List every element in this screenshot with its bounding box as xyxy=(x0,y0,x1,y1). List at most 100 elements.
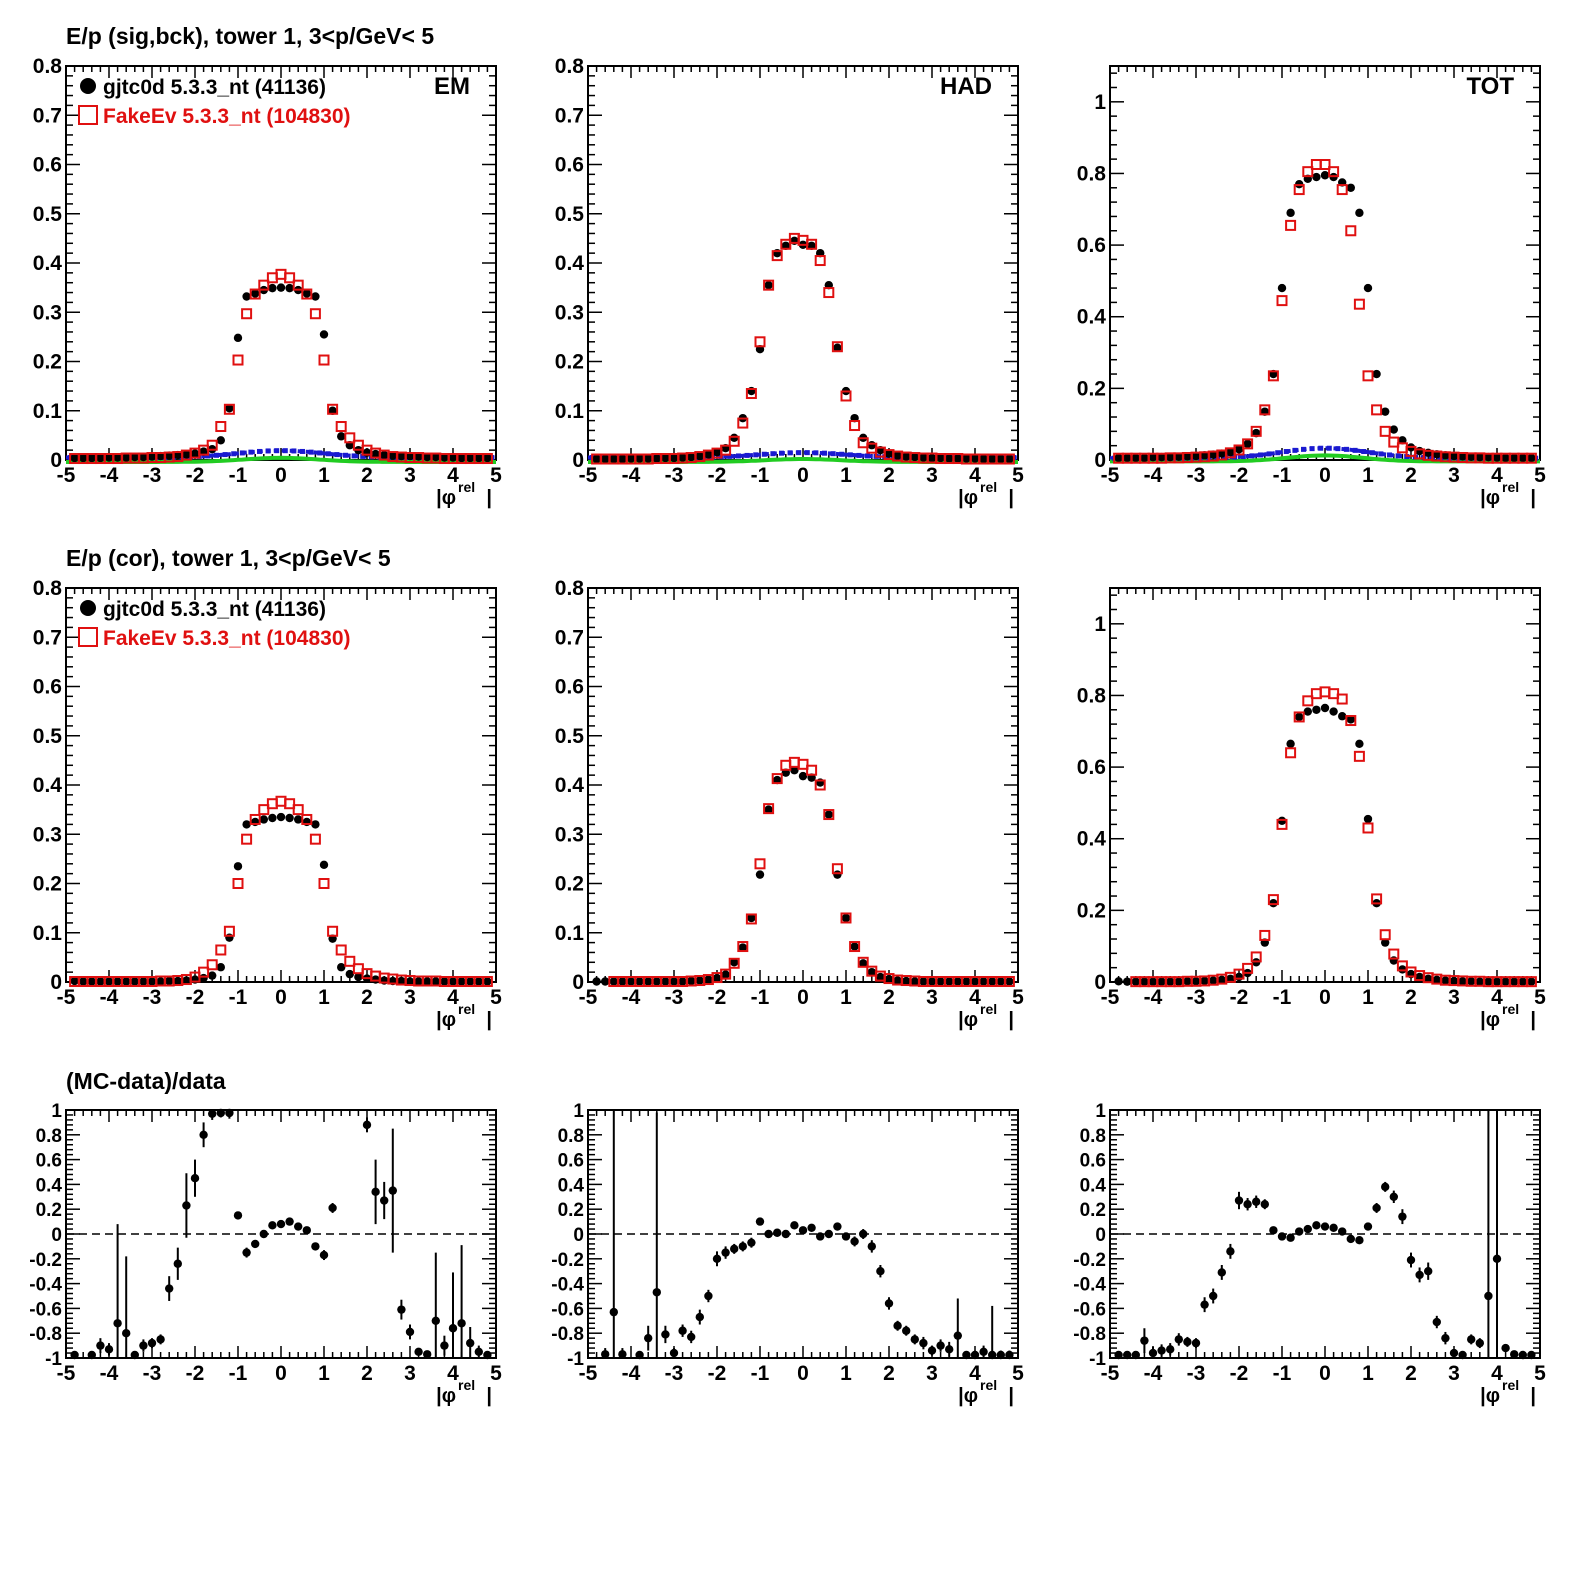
data-point xyxy=(945,977,954,986)
x-tick-label: 1 xyxy=(318,464,330,487)
data-point xyxy=(354,972,363,982)
data-point xyxy=(268,283,277,293)
data-point xyxy=(440,453,449,462)
background-blue-point xyxy=(736,453,741,459)
ratio-point xyxy=(893,1321,902,1330)
data-point xyxy=(936,977,945,986)
y-tick-label: 0.3 xyxy=(555,301,584,324)
ratio-point xyxy=(1355,1236,1364,1245)
x-tick-label: -5 xyxy=(57,1362,76,1385)
background-blue-point xyxy=(214,452,219,458)
x-tick-label: -1 xyxy=(229,464,248,487)
ratio-point xyxy=(807,1223,816,1233)
x-tick-label: 4 xyxy=(447,1362,459,1385)
y-tick-label: 0.3 xyxy=(555,823,584,846)
ratio-point xyxy=(988,1350,997,1360)
data-point xyxy=(1114,977,1123,986)
mc-point xyxy=(215,421,227,433)
ratio-point xyxy=(1303,1224,1313,1234)
ratio-point xyxy=(242,1248,251,1257)
y-tick-label: 0.2 xyxy=(1080,1200,1106,1221)
data-point xyxy=(457,977,466,986)
mc-point xyxy=(806,764,818,776)
x-axis-title-superscript: rel xyxy=(980,1377,997,1393)
data-point xyxy=(712,447,722,457)
data-point xyxy=(910,452,919,462)
y-tick-label: 0.5 xyxy=(33,725,63,748)
data-point xyxy=(431,452,440,462)
data-point xyxy=(1492,453,1502,462)
data-point xyxy=(936,453,945,463)
panel-r1c0: 0 0.1 0.2 0.3 0.4 0.5 0.6 0.7 0.8 -5 -4 -3 -2 -1 0 1 2 3 4… xyxy=(33,577,502,1031)
mc-point xyxy=(1345,225,1357,237)
y-tick-label: 1 xyxy=(51,1101,62,1122)
mc-point xyxy=(1379,425,1391,437)
data-point xyxy=(953,977,962,986)
x-tick-label: 4 xyxy=(969,464,981,487)
data-point xyxy=(1449,451,1459,461)
data-point xyxy=(695,451,704,461)
data-point xyxy=(661,453,670,463)
y-tick-label: 0.3 xyxy=(33,301,62,324)
y-tick-label: 0.4 xyxy=(36,1175,63,1196)
ratio-point xyxy=(457,1319,466,1328)
x-tick-label: 3 xyxy=(404,1362,416,1385)
ratio-point xyxy=(423,1350,432,1359)
mc-point xyxy=(481,976,493,988)
x-axis-title-superscript: rel xyxy=(458,1377,475,1393)
panel-label-had: HAD xyxy=(940,73,992,100)
ratio-point xyxy=(1252,1197,1261,1206)
panel-r2c0: -1 -0.8 -0.6 -0.4 -0.2 0 0.2 0.4 0.6 0.8 1 -5 -4 -3 -2… xyxy=(29,1101,502,1407)
x-tick-label: -1 xyxy=(1273,464,1292,487)
ratio-point xyxy=(1174,1335,1184,1344)
x-axis-title-superscript: rel xyxy=(1502,1377,1519,1393)
ratio-point xyxy=(816,1232,825,1241)
x-axis-title-main: |φ xyxy=(958,487,978,509)
ratio-point xyxy=(609,1307,618,1317)
ratio-point xyxy=(1123,1350,1132,1360)
mc-point xyxy=(1353,750,1365,762)
ratio-point xyxy=(122,1329,131,1338)
data-point xyxy=(147,977,157,986)
x-tick-label: -4 xyxy=(100,464,119,487)
ratio-point xyxy=(601,1350,610,1359)
data-point xyxy=(79,453,88,463)
data-point xyxy=(747,913,756,923)
background-blue-point xyxy=(1258,452,1263,458)
ratio-point xyxy=(466,1338,475,1348)
data-point xyxy=(122,453,131,462)
x-tick-label: 2 xyxy=(1405,1362,1417,1385)
panel-r1c1: 0 0.1 0.2 0.3 0.4 0.5 0.6 0.7 0.8 -5 -4 -3 -2 -1 0 1 2 3 4… xyxy=(555,577,1024,1031)
y-tick-label: 0.2 xyxy=(1077,377,1106,400)
ratio-point xyxy=(833,1222,842,1231)
y-tick-label: 0.3 xyxy=(33,823,62,846)
data-point xyxy=(1415,446,1424,456)
x-tick-label: 3 xyxy=(1448,1362,1460,1385)
data-point xyxy=(1114,453,1123,463)
ratio-point xyxy=(431,1316,440,1326)
data-point xyxy=(216,963,225,972)
mc-point xyxy=(335,944,347,956)
x-tick-label: 3 xyxy=(926,464,938,487)
x-tick-label: -3 xyxy=(1187,1362,1206,1385)
data-point xyxy=(1166,977,1175,986)
mc-point xyxy=(728,957,740,969)
ratio-point xyxy=(1191,1338,1201,1348)
y-tick-label: 0.6 xyxy=(33,676,62,699)
mc-point xyxy=(223,403,235,415)
series-mc xyxy=(69,795,493,988)
ratio-point xyxy=(1148,1348,1158,1358)
data-point xyxy=(139,977,148,986)
data-point xyxy=(1475,452,1485,462)
mc-point xyxy=(763,279,775,291)
data-point xyxy=(1131,977,1141,986)
data-point xyxy=(474,977,483,986)
data-point xyxy=(405,977,415,986)
ratio-point xyxy=(483,1350,492,1360)
ratio-point xyxy=(919,1338,928,1348)
background-blue-point xyxy=(257,448,262,454)
data-point xyxy=(1501,977,1510,986)
y-tick-label: 0.8 xyxy=(36,1126,62,1147)
data-point xyxy=(1381,938,1390,947)
data-point xyxy=(483,977,492,986)
